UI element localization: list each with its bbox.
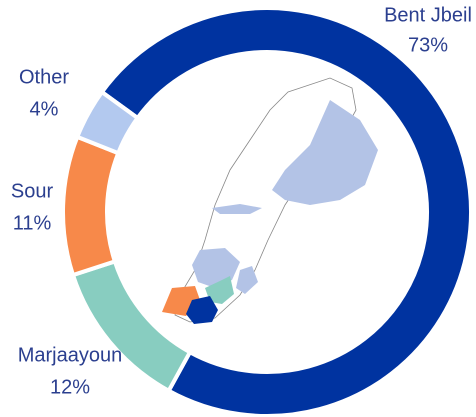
slice-label: Marjaayoun [18, 344, 123, 366]
slice [61, 134, 121, 278]
slice-value-label: 73% [408, 34, 448, 56]
map [162, 77, 378, 324]
slice [99, 6, 473, 417]
slice [74, 89, 141, 156]
slice-label: Bent Jbeil [384, 4, 472, 26]
donut [61, 6, 473, 417]
slice [70, 258, 193, 394]
slice-label: Other [19, 66, 69, 88]
slice-value-label: 11% [13, 212, 52, 234]
slice-value-label: 12% [50, 376, 90, 398]
slice-value-label: 4% [30, 98, 59, 120]
slice-label: Sour [11, 180, 54, 202]
